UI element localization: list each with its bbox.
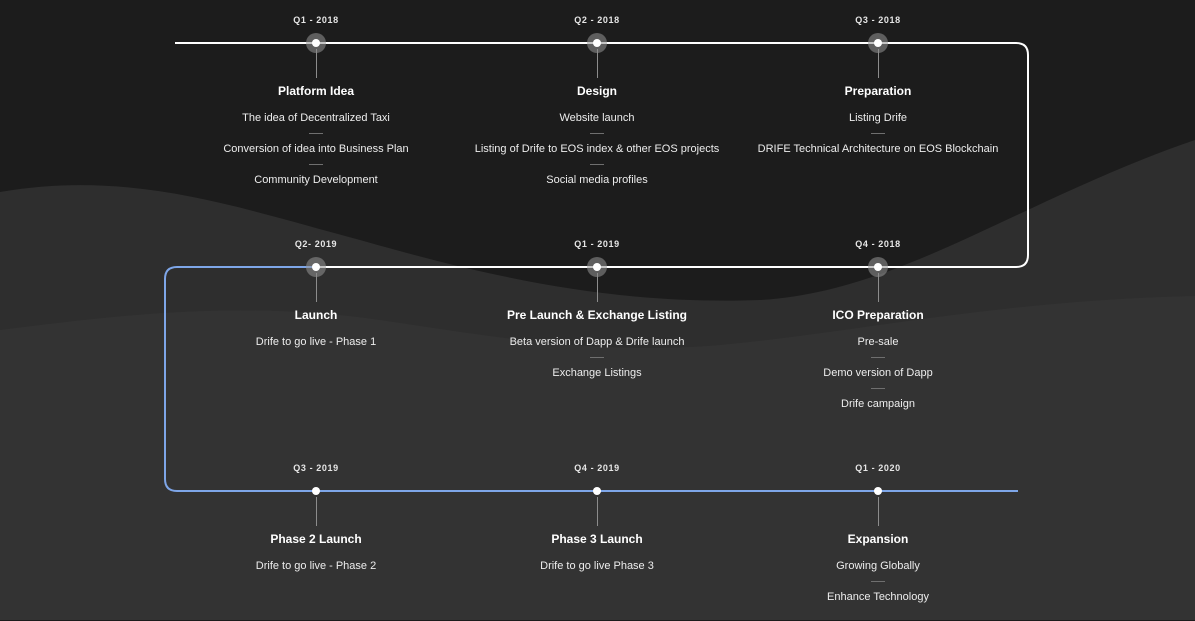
- milestone-title: Platform Idea: [277, 84, 355, 98]
- milestone-date: Q3 - 2018: [855, 15, 901, 25]
- milestone-title: Phase 3 Launch: [551, 532, 643, 546]
- milestone-item: Website launch: [559, 112, 635, 124]
- milestone-items: Drife to go live - Phase 2: [166, 559, 466, 590]
- milestone-item: Beta version of Dapp & Drife launch: [509, 336, 685, 348]
- milestone-items: The idea of Decentralized Taxi Conversion…: [166, 111, 466, 204]
- milestone-items: Listing Drife DRIFE Technical Architectur…: [728, 111, 1028, 173]
- milestone-title: Launch: [294, 308, 338, 322]
- milestone-items: Pre-sale Demo version of Dapp Drife campai…: [728, 335, 1028, 428]
- milestone-connector: [315, 273, 317, 302]
- milestone-date: Q1 - 2018: [293, 15, 339, 25]
- milestone-connector: [315, 497, 317, 526]
- milestone-connector: [596, 49, 598, 78]
- milestone-connector: [315, 49, 317, 78]
- milestone-item: Drife to go live Phase 3: [540, 560, 654, 572]
- milestone-date: Q4 - 2018: [855, 239, 901, 249]
- milestone-date: Q4 - 2019: [574, 463, 620, 473]
- milestone-marker-dot: [312, 39, 320, 47]
- milestone-title: Expansion: [847, 532, 909, 546]
- milestone-items: Website launch Listing of Drife to EOS in…: [447, 111, 747, 204]
- milestone-marker-dot: [593, 263, 601, 271]
- milestone-title: ICO Preparation: [832, 308, 924, 322]
- milestone-marker-dot: [874, 487, 882, 495]
- timeline-track-white: [175, 42, 1029, 268]
- milestone-connector: [877, 49, 879, 78]
- timeline-track-blue: [164, 266, 1018, 492]
- milestone-item: Conversion of idea into Business Plan: [166, 133, 466, 173]
- milestone-marker-dot: [874, 39, 882, 47]
- milestone-title: Phase 2 Launch: [270, 532, 362, 546]
- milestone-title: Design: [576, 84, 617, 98]
- milestone-item: Listing of Drife to EOS index & other EO…: [447, 133, 747, 173]
- milestone-items: Drife to go live Phase 3: [447, 559, 747, 590]
- milestone-marker-dot: [312, 263, 320, 271]
- milestone-item: Exchange Listings: [447, 357, 747, 397]
- milestone-item: Social media profiles: [447, 164, 747, 204]
- milestone-item: Pre-sale: [857, 336, 899, 348]
- milestone-item: Demo version of Dapp: [728, 357, 1028, 397]
- milestone-item: Listing Drife: [848, 112, 908, 124]
- milestone-date: Q2 - 2018: [574, 15, 620, 25]
- milestone-marker-dot: [593, 39, 601, 47]
- milestone-title: Preparation: [844, 84, 912, 98]
- milestone-date: Q3 - 2019: [293, 463, 339, 473]
- milestone-connector: [596, 497, 598, 526]
- milestone-marker-dot: [874, 263, 882, 271]
- milestone-title: Pre Launch & Exchange Listing: [506, 308, 688, 322]
- milestone-item: Drife to go live - Phase 1: [255, 336, 377, 348]
- milestone-date: Q2- 2019: [294, 239, 338, 249]
- milestone-item: Drife campaign: [728, 388, 1028, 428]
- milestone-item: Community Development: [166, 164, 466, 204]
- milestone-date: Q1 - 2020: [855, 463, 901, 473]
- milestone-connector: [877, 497, 879, 526]
- milestone-item: Growing Globally: [836, 560, 920, 572]
- milestone-items: Growing Globally Enhance Technology: [728, 559, 1028, 621]
- milestone-items: Drife to go live - Phase 1: [166, 335, 466, 366]
- milestone-connector: [596, 273, 598, 302]
- milestone-item: DRIFE Technical Architecture on EOS Bloc…: [728, 133, 1028, 173]
- milestone-item: Enhance Technology: [728, 581, 1028, 621]
- milestone-connector: [877, 273, 879, 302]
- milestone-marker-dot: [593, 487, 601, 495]
- milestone-marker-dot: [312, 487, 320, 495]
- milestone-item: The idea of Decentralized Taxi: [242, 112, 390, 124]
- milestone-date: Q1 - 2019: [574, 239, 620, 249]
- milestone-items: Beta version of Dapp & Drife launch Excha…: [447, 335, 747, 397]
- milestone-item: Drife to go live - Phase 2: [255, 560, 377, 572]
